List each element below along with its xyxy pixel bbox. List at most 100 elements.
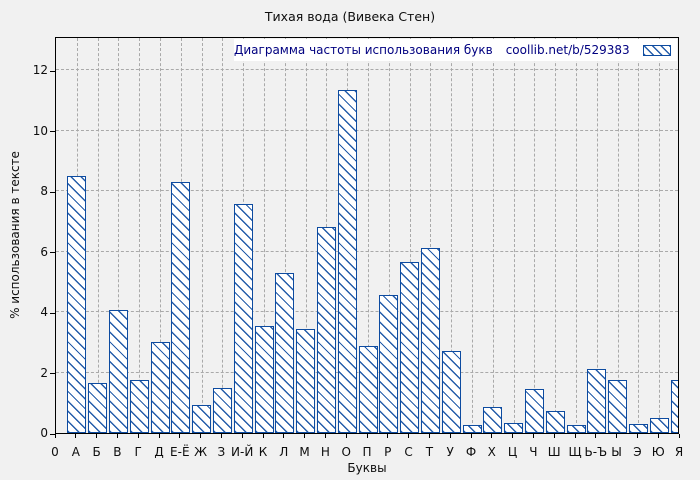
frequency-bar	[337, 90, 357, 433]
x-tick-label: А	[71, 445, 80, 459]
grid-line-vertical	[534, 38, 536, 433]
x-tick-label: Д	[154, 445, 164, 459]
grid-line-vertical	[596, 38, 598, 433]
x-tick-label: Щ	[568, 445, 582, 459]
legend: Диаграмма частоты использования букв coo…	[234, 39, 677, 61]
y-tick-label: 2	[40, 365, 48, 380]
y-tick-label: 6	[40, 244, 48, 259]
axis-tick	[532, 434, 534, 438]
axis-tick	[574, 434, 576, 438]
y-tick-label: 8	[40, 184, 48, 198]
legend-url: coollib.net/b/529383	[505, 43, 630, 57]
grid-line-horizontal	[56, 129, 678, 131]
axis-tick	[75, 434, 77, 438]
grid-line-vertical	[638, 38, 640, 433]
chart-title: Тихая вода (Вивека Стен)	[264, 9, 436, 24]
axis-tick	[116, 434, 118, 438]
axis-tick	[50, 252, 55, 253]
axis-tick	[158, 434, 160, 438]
frequency-bar	[212, 388, 232, 433]
frequency-bar	[379, 295, 399, 433]
axis-tick	[283, 434, 285, 438]
axis-tick	[262, 434, 264, 438]
frequency-bar	[420, 248, 440, 433]
grid-line-horizontal	[56, 311, 678, 312]
x-tick-label: Я	[674, 445, 684, 459]
x-tick-label: Л	[279, 445, 289, 459]
frequency-bar	[88, 383, 108, 433]
grid-line-vertical	[97, 38, 99, 433]
x-tick-label: Ы	[611, 445, 622, 459]
grid-line-vertical	[617, 38, 619, 433]
grid-line-vertical	[576, 38, 577, 433]
x-tick-label: Н	[320, 445, 330, 459]
x-tick-label: Т	[425, 445, 434, 459]
x-tick-label: Ж	[194, 445, 208, 459]
grid-line-vertical	[118, 38, 120, 433]
axis-tick	[657, 434, 659, 438]
axis-tick	[512, 434, 514, 438]
frequency-bar	[545, 411, 565, 433]
x-tick-label: Э	[633, 445, 642, 459]
frequency-bar	[150, 342, 170, 433]
x-axis-label: Буквы	[347, 461, 387, 475]
axis-tick	[345, 434, 347, 438]
axis-tick	[50, 433, 55, 435]
x-tick-label: К	[258, 445, 268, 459]
frequency-bar	[524, 389, 544, 433]
frequency-bar	[649, 418, 669, 433]
frequency-bar	[670, 380, 678, 433]
x-tick-label: Е-Ё	[170, 445, 190, 459]
frequency-bar	[587, 369, 607, 433]
grid-line-vertical	[492, 38, 494, 433]
frequency-bar	[358, 346, 378, 433]
frequency-bar	[441, 351, 461, 433]
grid-line-vertical	[409, 38, 411, 433]
grid-line-horizontal	[56, 69, 678, 70]
grid-line-vertical	[305, 38, 307, 433]
x-tick-label: Ш	[547, 445, 561, 459]
axis-tick	[636, 434, 638, 438]
x-tick-label: 0	[51, 445, 59, 459]
x-tick-label: Р	[384, 445, 392, 459]
y-tick-label: 4	[40, 305, 48, 319]
grid-line-vertical	[160, 38, 161, 433]
grid-line-vertical	[430, 38, 432, 433]
y-tick-label: 10	[32, 123, 48, 138]
x-tick-label: З	[217, 445, 226, 459]
grid-line-vertical	[139, 38, 141, 433]
x-tick-label: С	[404, 445, 413, 459]
axis-tick	[678, 434, 680, 438]
axis-tick	[470, 434, 472, 438]
plot-area: Диаграмма частоты использования букв coo…	[55, 37, 679, 434]
grid-line-vertical	[284, 38, 286, 433]
axis-tick	[200, 434, 202, 438]
y-tick-label: 0	[40, 426, 48, 440]
x-tick-label: О	[341, 445, 351, 459]
axis-tick	[54, 434, 56, 438]
grid-line-vertical	[472, 38, 473, 433]
axis-tick	[50, 131, 55, 132]
frequency-bar	[108, 310, 128, 433]
grid-line-vertical	[368, 38, 369, 433]
frequency-bar	[171, 182, 191, 433]
axis-tick	[137, 434, 139, 438]
frequency-bar	[316, 227, 336, 433]
x-tick-label: И-Й	[231, 445, 254, 459]
axis-tick	[96, 434, 98, 438]
axis-tick	[449, 434, 451, 438]
frequency-bar	[296, 329, 316, 433]
y-axis-label: % использования в тексте	[8, 151, 22, 319]
axis-tick	[220, 434, 222, 438]
legend-swatch-icon	[642, 44, 671, 56]
x-tick-label: П	[362, 445, 372, 459]
x-tick-label: У	[446, 445, 454, 459]
x-tick-label: Ф	[465, 445, 477, 459]
frequency-bar	[275, 273, 295, 433]
grid-line-vertical	[659, 38, 661, 433]
frequency-bar	[462, 425, 482, 433]
axis-tick	[616, 434, 618, 438]
axis-tick	[304, 434, 306, 438]
x-tick-label: Б	[92, 445, 101, 459]
